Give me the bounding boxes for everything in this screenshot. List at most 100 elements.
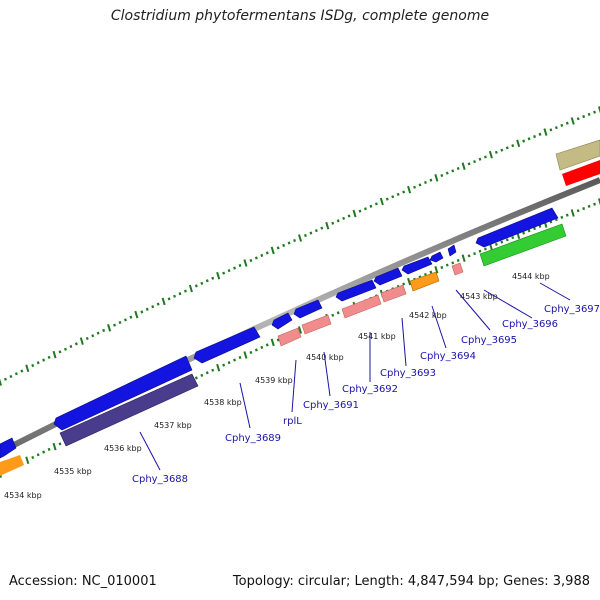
tick-mark	[216, 271, 221, 280]
tick-mark	[188, 284, 193, 293]
tick-mark	[265, 343, 269, 347]
tick-mark	[243, 351, 248, 359]
tick-mark	[304, 234, 307, 238]
tick-mark	[36, 361, 40, 365]
tick-mark	[565, 213, 569, 217]
scale-label: 4544 kbp	[512, 272, 550, 281]
tick-mark	[434, 174, 439, 182]
tick-mark	[554, 126, 558, 130]
tick-mark	[374, 202, 378, 206]
tick-mark	[429, 178, 433, 182]
tick-mark	[522, 139, 526, 143]
genome-summary-text: Topology: circular; Length: 4,847,594 bp…	[232, 574, 590, 589]
scale-label: 4534 kbp	[4, 491, 42, 500]
tick-mark	[511, 236, 515, 240]
tick-mark	[440, 265, 444, 270]
gene-blue-left	[0, 437, 17, 459]
tick-mark	[194, 284, 198, 288]
tick-mark	[96, 331, 100, 335]
tick-mark	[560, 215, 564, 219]
tick-mark	[31, 455, 35, 460]
tick-mark	[129, 315, 133, 319]
scale-label: 4539 kbp	[255, 376, 293, 385]
tick-mark	[456, 166, 460, 171]
tick-mark	[145, 307, 149, 311]
tick-mark	[69, 345, 73, 349]
tick-mark	[134, 310, 139, 319]
tick-mark	[270, 246, 275, 255]
tick-mark	[36, 453, 40, 457]
tick-mark	[293, 238, 296, 242]
feature-pink-4	[380, 284, 407, 303]
feature-red	[562, 160, 600, 186]
tick-mark	[200, 373, 204, 377]
gene-label-cphy-3692: Cphy_3692	[342, 384, 398, 395]
tick-mark	[254, 256, 258, 260]
gene-cphy-3694	[401, 256, 433, 275]
tick-mark	[178, 292, 182, 296]
tick-mark	[560, 123, 564, 127]
tick-mark	[194, 376, 198, 380]
forward-strand-genes	[0, 207, 559, 459]
tick-mark	[227, 361, 231, 365]
scale-label: 4536 kbp	[104, 444, 142, 453]
tick-mark	[413, 185, 416, 189]
tick-mark	[222, 271, 226, 275]
tick-mark	[216, 363, 221, 372]
tick-mark	[58, 442, 62, 446]
feature-pink-5	[451, 262, 464, 276]
tick-mark	[582, 115, 586, 119]
tick-mark	[478, 157, 482, 161]
tick-mark	[276, 246, 280, 250]
tick-mark	[597, 198, 600, 206]
tick-mark	[461, 162, 466, 170]
tick-mark	[52, 442, 57, 451]
feature-orange-2	[409, 271, 440, 292]
leader-lines	[139, 282, 571, 471]
gene-label-cphy-3695: Cphy_3695	[461, 335, 517, 346]
tick-mark	[494, 150, 498, 154]
tick-mark	[473, 252, 476, 256]
tick-mark	[391, 195, 395, 199]
tick-mark	[336, 219, 340, 223]
tick-mark	[494, 242, 498, 246]
scale-label: 4540 kbp	[306, 353, 344, 362]
tick-mark	[74, 342, 78, 346]
accession-text: Accession: NC_010001	[9, 574, 157, 589]
gene-label-cphy-3697: Cphy_3697	[544, 304, 600, 315]
tick-mark	[233, 358, 236, 362]
tick-mark	[505, 146, 509, 150]
gene-cphy-3691	[293, 299, 323, 319]
tick-mark	[478, 249, 482, 253]
scale-label: 4541 kbp	[358, 332, 396, 341]
tick-mark	[424, 181, 427, 185]
tick-mark	[156, 302, 160, 306]
scale-label: 4542 kbp	[409, 311, 447, 320]
tick-mark	[369, 204, 373, 208]
tick-mark	[451, 169, 455, 173]
tick-mark	[42, 358, 46, 362]
tick-mark	[445, 263, 449, 267]
tick-mark	[582, 207, 586, 211]
gene-cphy-3697	[475, 207, 559, 248]
gene-cphy-3689	[193, 326, 261, 364]
tick-mark	[429, 270, 433, 274]
tick-mark	[118, 320, 122, 324]
tick-mark	[484, 155, 487, 159]
tick-mark	[593, 110, 596, 114]
gene-cphy-3692	[335, 279, 377, 302]
tick-mark	[151, 305, 155, 309]
tick-mark	[402, 190, 406, 194]
tick-mark	[270, 338, 275, 347]
tick-mark	[522, 231, 526, 235]
tick-mark	[440, 173, 444, 178]
tick-mark	[233, 266, 236, 270]
tick-mark	[91, 334, 95, 338]
tick-mark	[543, 128, 548, 136]
tick-mark	[418, 183, 422, 187]
gene-cphy-3696	[447, 244, 457, 257]
tick-mark	[124, 318, 127, 322]
tick-mark	[342, 216, 346, 220]
tick-mark	[385, 197, 389, 201]
